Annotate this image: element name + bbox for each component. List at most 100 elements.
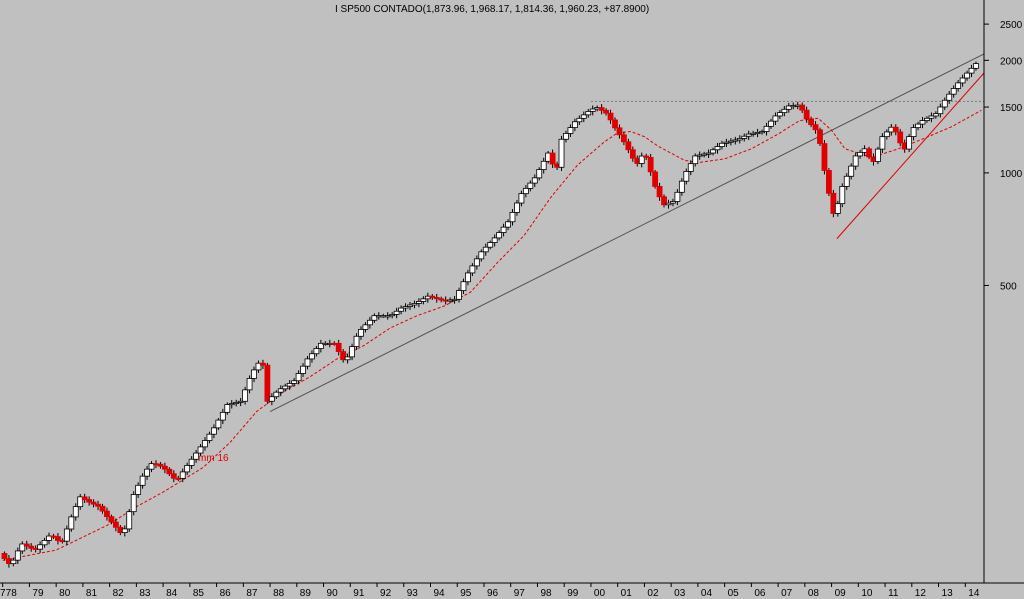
candle-body <box>616 127 623 136</box>
candle-body <box>309 353 315 360</box>
y-tick-label: 500 <box>1000 281 1017 292</box>
candle-body <box>317 342 324 349</box>
x-tick-label: 04 <box>701 588 713 599</box>
candle-body <box>834 203 841 214</box>
candle-body <box>955 82 962 89</box>
candle-body <box>197 446 204 454</box>
candle-body <box>803 109 810 120</box>
candle-body <box>736 138 743 141</box>
x-tick-label: 86 <box>220 588 232 599</box>
candle-body <box>344 356 351 361</box>
candle-body <box>407 304 413 307</box>
candle-body <box>567 127 574 134</box>
candle-body <box>246 378 253 391</box>
candle-body <box>741 135 748 139</box>
candle-body <box>723 141 730 144</box>
x-tick-label: 13 <box>942 588 954 599</box>
candle-body <box>233 401 240 404</box>
candle-body <box>433 297 440 300</box>
candle-body <box>228 403 235 406</box>
candle-body <box>72 506 79 518</box>
candle-body <box>349 346 355 358</box>
candle-body <box>478 251 485 260</box>
candle-body <box>63 528 70 542</box>
candle-body <box>576 117 583 123</box>
candle-body <box>161 465 168 470</box>
y-tick-label: 1000 <box>1000 169 1023 180</box>
candle-body <box>273 391 280 398</box>
candle-body <box>144 468 150 477</box>
candle-body <box>759 131 765 134</box>
candle-body <box>518 193 525 204</box>
candle-body <box>598 107 605 111</box>
candle-body <box>304 358 311 367</box>
chart-title: I SP500 CONTADO(1,873.96, 1,968.17, 1,81… <box>335 4 649 15</box>
candle-body <box>251 369 257 379</box>
candle-body <box>313 348 320 355</box>
candle-body <box>170 473 177 479</box>
candle-body <box>81 496 88 500</box>
y-tick-label: 1500 <box>1000 103 1023 114</box>
candle-body <box>932 113 939 117</box>
candle-body <box>277 388 284 393</box>
candle-body <box>260 362 266 366</box>
candle-body <box>139 475 146 486</box>
candle-body <box>612 119 618 129</box>
candle-body <box>509 211 516 223</box>
x-axis: 7 78 79 80 81 82 83 84 85 86 87 88 89 90 91 92 93 94 95 96 9… <box>0 583 980 599</box>
candle-body <box>268 396 275 402</box>
candle-body <box>661 196 667 206</box>
x-tick-label: 79 <box>32 588 44 599</box>
candle-body <box>643 155 650 158</box>
candle-body <box>665 202 672 206</box>
candle-body <box>482 246 489 253</box>
candle-body <box>469 265 476 274</box>
candle-body <box>656 186 663 198</box>
x-tick-label: 92 <box>380 588 392 599</box>
x-tick-label: 07 <box>781 588 793 599</box>
candle-body <box>946 93 953 101</box>
candle-body <box>585 111 592 116</box>
candle-body <box>206 433 213 441</box>
candle-body <box>897 131 904 144</box>
candle-body <box>505 221 511 228</box>
candle-body <box>683 171 690 182</box>
candle-body <box>465 272 471 283</box>
x-tick-label: 87 <box>246 588 258 599</box>
candle-body <box>785 105 792 110</box>
candle-body <box>732 139 739 142</box>
candle-body <box>429 295 436 298</box>
candle-body <box>202 440 208 448</box>
candle-body <box>808 118 814 126</box>
x-tick-label: 10 <box>861 588 873 599</box>
candle-body <box>839 186 846 205</box>
candle-body <box>255 362 262 371</box>
candle-body <box>264 364 271 402</box>
candle-body <box>282 385 289 390</box>
candle-body <box>291 380 298 384</box>
candle-body <box>540 160 547 170</box>
y-axis: 500 1000 1500 2000 2500 <box>984 20 1023 292</box>
candle-body <box>919 120 926 125</box>
candle-body <box>603 109 609 114</box>
candle-body <box>371 315 378 321</box>
candle-body <box>416 301 422 304</box>
x-tick-label: 78 <box>6 588 18 599</box>
x-tick-label: 00 <box>594 588 606 599</box>
candle-body <box>14 550 21 561</box>
candles <box>1 61 979 568</box>
ma-label: mm 16 <box>198 453 229 464</box>
candle-body <box>647 157 654 173</box>
candle-body <box>460 281 467 291</box>
candle-body <box>157 463 164 467</box>
candle-body <box>193 452 199 460</box>
x-tick-label: 90 <box>327 588 339 599</box>
candle-body <box>211 427 217 435</box>
candle-body <box>398 307 404 312</box>
candle-body <box>496 232 503 239</box>
candle-body <box>224 404 231 413</box>
candle-body <box>817 129 823 144</box>
x-tick-label: 97 <box>514 588 526 599</box>
candle-body <box>353 335 360 347</box>
candle-body <box>973 63 979 69</box>
